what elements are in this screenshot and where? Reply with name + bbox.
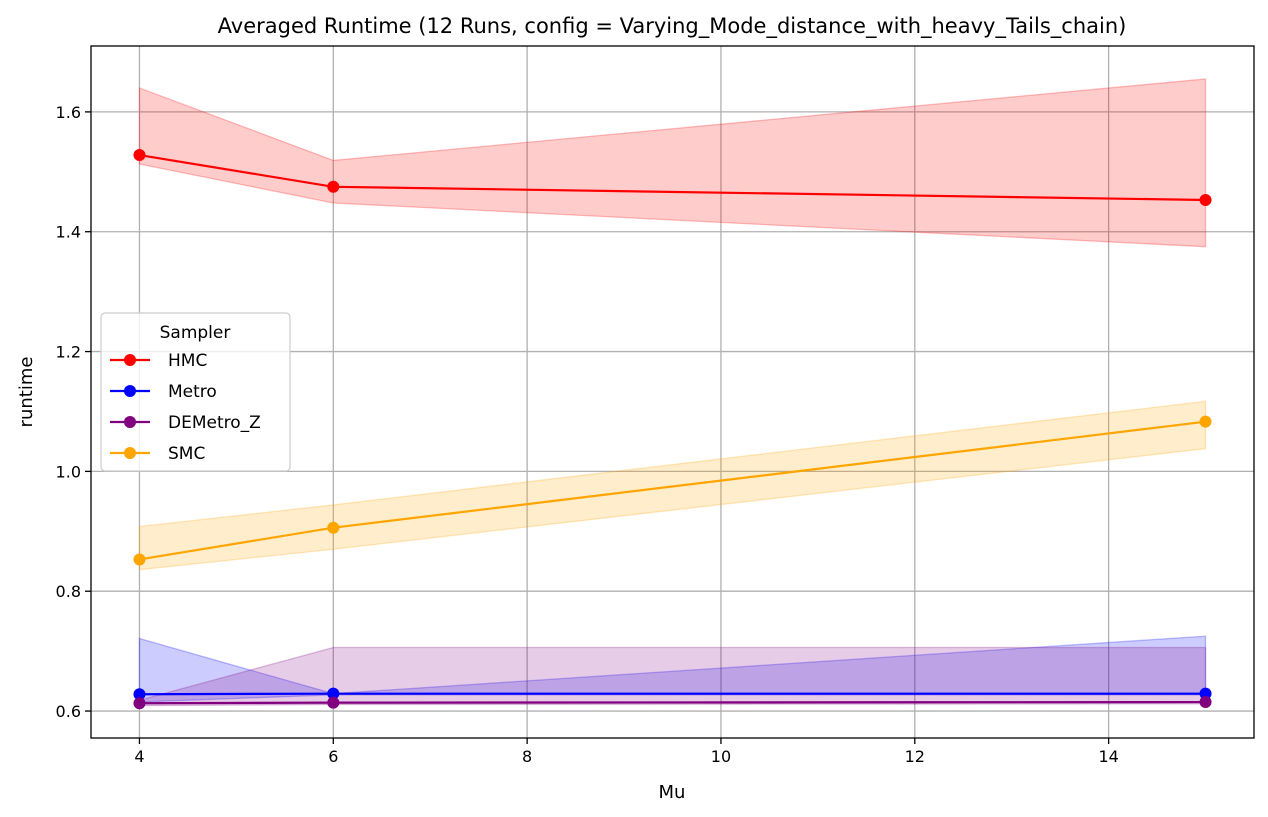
x-tick-label: 12 bbox=[905, 747, 925, 766]
hmc-point bbox=[1199, 193, 1212, 206]
y-tick-label: 0.6 bbox=[56, 702, 81, 721]
y-tick-label: 0.8 bbox=[56, 582, 81, 601]
demetro-z-point bbox=[1199, 696, 1212, 709]
legend-swatch-marker bbox=[124, 354, 136, 366]
confidence-bands bbox=[138, 78, 1207, 707]
demetro-z-band bbox=[138, 646, 1207, 707]
y-axis-label: runtime bbox=[16, 357, 37, 428]
hmc-point bbox=[327, 180, 340, 193]
y-axis-ticks: 0.6 0.8 1.0 1.2 1.4 1.6 bbox=[56, 103, 91, 721]
smc-point bbox=[1199, 415, 1212, 428]
legend-box bbox=[100, 312, 291, 472]
plot-frame bbox=[90, 45, 1255, 739]
legend-label-smc: SMC bbox=[168, 444, 205, 464]
legend-items: HMC Metro DEMetro_Z SMC bbox=[110, 351, 261, 464]
legend-label-demetro-z: DEMetro_Z bbox=[168, 413, 261, 433]
x-tick-label: 14 bbox=[1098, 747, 1118, 766]
series-points bbox=[133, 149, 1212, 710]
x-tick-label: 8 bbox=[522, 747, 532, 766]
y-tick-label: 1.6 bbox=[56, 103, 81, 122]
grid bbox=[91, 46, 1254, 738]
legend-title: Sampler bbox=[160, 323, 231, 343]
metro-line bbox=[139, 692, 1206, 696]
demetro-z-line bbox=[139, 700, 1206, 705]
x-tick-label: 6 bbox=[328, 747, 338, 766]
metro-point bbox=[133, 688, 146, 701]
legend: Sampler HMC Metro DEMetro_Z SMC bbox=[100, 312, 291, 472]
chart-title: Averaged Runtime (12 Runs, config = Vary… bbox=[218, 14, 1127, 39]
x-axis-ticks: 4 6 8 10 12 14 bbox=[134, 738, 1119, 766]
legend-swatch-marker bbox=[124, 416, 136, 428]
y-tick-label: 1.4 bbox=[56, 223, 81, 242]
demetro-z-point bbox=[327, 696, 340, 709]
hmc-point bbox=[133, 149, 146, 162]
legend-swatch-marker bbox=[124, 385, 136, 397]
legend-label-hmc: HMC bbox=[168, 351, 207, 371]
metro-point bbox=[327, 687, 340, 700]
legend-label-metro: Metro bbox=[168, 382, 217, 402]
x-tick-label: 10 bbox=[711, 747, 731, 766]
metro-point bbox=[1199, 687, 1212, 700]
x-axis-label: Mu bbox=[659, 782, 686, 803]
y-tick-label: 1.2 bbox=[56, 343, 81, 362]
hmc-band bbox=[138, 78, 1207, 248]
legend-swatch-marker bbox=[124, 447, 136, 459]
smc-point bbox=[327, 521, 340, 534]
smc-point bbox=[133, 553, 146, 566]
y-tick-label: 1.0 bbox=[56, 462, 81, 481]
x-tick-label: 4 bbox=[134, 747, 144, 766]
demetro-z-point bbox=[133, 697, 146, 710]
